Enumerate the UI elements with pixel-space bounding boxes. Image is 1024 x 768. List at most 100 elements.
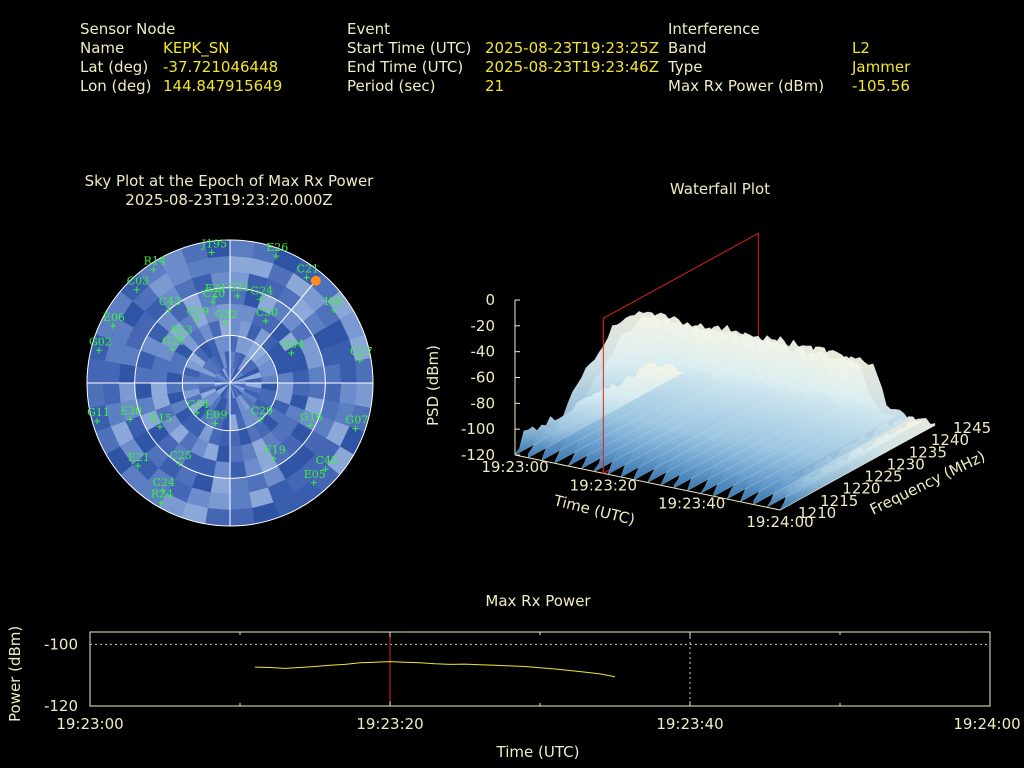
sky-cell (155, 404, 175, 423)
sky-cell (218, 429, 230, 447)
sky-cell (245, 377, 262, 383)
sky-cell (304, 396, 324, 416)
sky-cell (147, 422, 170, 445)
sky-cell (250, 403, 267, 420)
waterfall-z-tick-label: -100 (461, 420, 495, 438)
sky-cell (262, 465, 286, 488)
sky-cell (301, 285, 328, 312)
sky-cell (202, 390, 218, 404)
sky-cell (326, 421, 350, 447)
sky-cell (120, 344, 141, 367)
sky-cell (166, 479, 192, 503)
sky-cell (254, 352, 272, 368)
sky-cell (106, 446, 133, 475)
sky-cell (312, 327, 335, 351)
sky-cell (106, 291, 133, 320)
sky-cell (274, 391, 293, 405)
sky-cell (198, 424, 214, 443)
sky-cell (230, 429, 242, 447)
sky-cell (230, 383, 246, 386)
sky-cell (243, 457, 263, 477)
sky-cell (235, 412, 247, 430)
satellite-label: C21 (297, 263, 319, 276)
sky-cell (257, 393, 275, 407)
sky-cell (132, 454, 159, 481)
sky-cell (214, 353, 225, 370)
sky-cell (170, 399, 189, 415)
sky-cell (285, 272, 312, 298)
sky-cell (246, 273, 269, 294)
power-chart-frame (89, 631, 991, 707)
sky-cell (161, 331, 182, 352)
sky-cell (219, 383, 230, 397)
sky-plot-title: Sky Plot at the Epoch of Max Rx Power (85, 172, 375, 190)
waterfall-title: Waterfall Plot (670, 180, 770, 198)
waterfall-x-axis-label: Time (UTC) (551, 491, 637, 529)
sky-cell (298, 335, 320, 356)
sky-cell (202, 304, 219, 324)
sensor-lat-value: -37.721046448 (163, 58, 278, 76)
waterfall-freq-tick-label: 1240 (931, 431, 969, 449)
sky-cell (182, 293, 203, 315)
sky-cell (216, 303, 230, 321)
sky-cell (216, 372, 230, 383)
waterfall-time-tick-label: 19:23:40 (658, 495, 725, 513)
sky-cell (292, 383, 310, 397)
sky-cell (290, 422, 313, 445)
sky-cell (198, 323, 214, 342)
sky-cell (276, 383, 294, 395)
sky-cell (151, 394, 171, 411)
waterfall-z-tick-label: -120 (461, 446, 495, 464)
event-period-label: Period (sec) (347, 77, 436, 95)
sky-cell (208, 427, 222, 446)
power-x-tick-label: 19:24:00 (953, 715, 1020, 733)
sky-cell (110, 421, 134, 447)
sky-cell (271, 351, 290, 367)
sky-cell (205, 508, 230, 526)
satellite-label: C24 (153, 476, 175, 489)
sky-cell (198, 383, 215, 389)
satellite-label: E09 (205, 408, 227, 421)
sky-cell (214, 383, 230, 389)
power-chart-y-label: Power (dBm) (6, 626, 24, 722)
sky-cell (219, 351, 228, 369)
sky-cell (251, 308, 270, 328)
sky-cell (102, 383, 121, 406)
event-end-label: End Time (UTC) (347, 58, 463, 76)
sky-cell (104, 339, 126, 364)
sky-cell (190, 438, 209, 458)
sky-cell (339, 383, 358, 406)
sky-cell (140, 335, 162, 356)
waterfall-freq-tick-label: 1220 (842, 480, 880, 498)
sky-cell (289, 394, 309, 411)
event-start-value: 2025-08-23T19:23:25Z (485, 39, 659, 57)
power-x-tick-label: 19:23:20 (356, 715, 423, 733)
sky-cell (326, 319, 350, 345)
sky-cell (166, 371, 184, 383)
sky-cell (235, 336, 247, 354)
sky-plot-subtitle: 2025-08-23T19:23:20.000Z (125, 191, 332, 209)
sky-cell (183, 388, 201, 400)
sky-cell (215, 383, 230, 391)
sky-cell (138, 480, 167, 507)
sky-cell (205, 393, 220, 408)
sky-cell (197, 457, 217, 477)
sky-cell (230, 368, 238, 383)
sky-cell (134, 383, 152, 400)
waterfall-freq-tick-label: 1245 (953, 419, 991, 437)
sky-cell (185, 393, 203, 407)
satellite-label: R13 (170, 323, 192, 336)
sky-cell (355, 358, 373, 383)
sky-cell (200, 367, 217, 378)
sky-cell (230, 303, 244, 321)
sky-cell (174, 406, 194, 424)
sky-cell (230, 508, 255, 526)
sky-cell (242, 390, 258, 404)
sky-cell (216, 445, 230, 463)
sky-cell (292, 369, 310, 383)
sky-cell (253, 327, 271, 347)
sky-cell (261, 374, 278, 383)
waterfall-time-tick-label: 19:23:20 (570, 476, 637, 494)
